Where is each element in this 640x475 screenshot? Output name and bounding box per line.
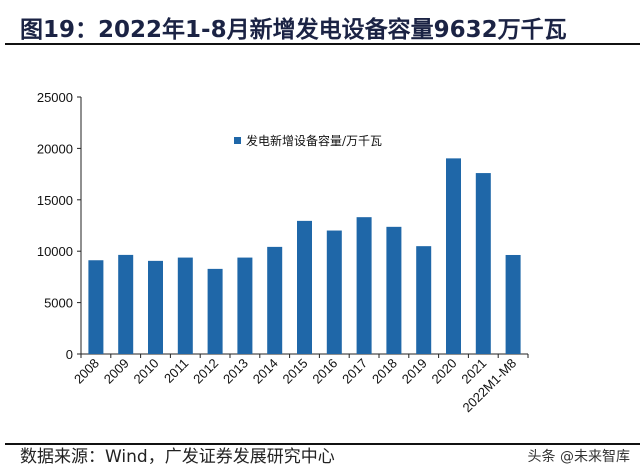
bar-2017 — [356, 217, 372, 354]
x-tick-label: 2018 — [369, 356, 400, 387]
bar-2020 — [446, 158, 461, 354]
y-tick-label: 0 — [66, 347, 73, 362]
y-tick-label: 10000 — [37, 244, 73, 259]
x-tick-label: 2011 — [161, 356, 191, 386]
y-axis: 0 5000 10000 15000 20000 25000 — [37, 90, 82, 362]
x-tick-label: 2019 — [399, 356, 430, 387]
x-tick-label: 2014 — [250, 356, 281, 387]
y-tick-label: 20000 — [37, 141, 73, 156]
chart-title: 图19：2022年1-8月新增发电设备容量9632万千瓦 — [20, 17, 567, 43]
x-tick-label: 2010 — [131, 356, 162, 387]
source-divider — [5, 443, 640, 445]
bar-2021 — [475, 173, 491, 354]
x-tick-label: 2012 — [190, 356, 221, 387]
y-tick-label: 5000 — [44, 296, 73, 311]
bar-2019 — [416, 246, 432, 354]
x-tick-label: 2009 — [101, 356, 132, 387]
x-tick-label: 2016 — [309, 356, 340, 387]
bar-2011 — [177, 257, 193, 354]
bar-2015 — [297, 220, 312, 354]
x-tick-label: 2008 — [71, 356, 102, 387]
legend-swatch — [234, 137, 241, 144]
bar-2022M1-M8 — [505, 254, 521, 354]
x-tick-label: 2017 — [339, 356, 370, 387]
bars — [88, 158, 521, 354]
x-tick-label: 2013 — [220, 356, 251, 387]
bar-2016 — [326, 230, 342, 354]
x-tick-label: 2015 — [280, 356, 311, 387]
y-tick-label: 25000 — [37, 90, 73, 105]
bar-2009 — [118, 254, 134, 354]
y-tick-label: 15000 — [37, 193, 73, 208]
bar-2014 — [267, 246, 283, 354]
title-divider — [5, 43, 640, 45]
watermark: 头条 @未来智库 — [527, 449, 630, 465]
source-note: 数据来源：Wind，广发证券发展研究中心 — [20, 447, 335, 467]
legend-label: 发电新增设备容量/万千瓦 — [246, 133, 382, 148]
bar-2008 — [88, 260, 104, 354]
bar-2018 — [386, 226, 402, 354]
bar-2012 — [207, 268, 223, 354]
bar-2013 — [237, 257, 253, 354]
bar-2010 — [148, 260, 163, 354]
legend: 发电新增设备容量/万千瓦 — [234, 133, 382, 148]
x-tick-label: 2020 — [429, 356, 460, 387]
